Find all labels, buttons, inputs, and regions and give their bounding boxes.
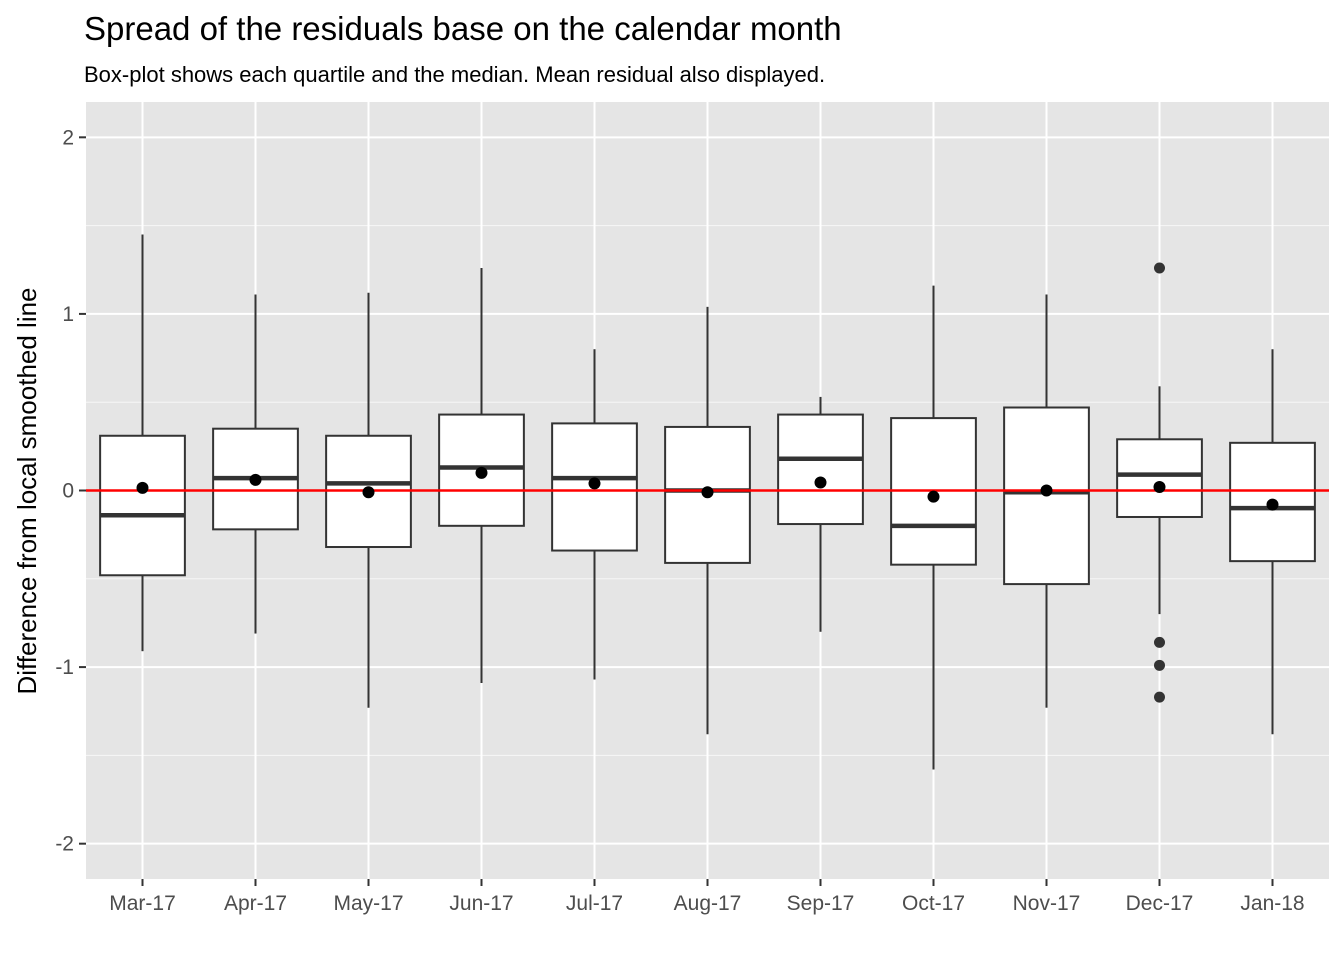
x-tick-label: Aug-17 xyxy=(674,892,742,915)
x-tick-label: Jun-17 xyxy=(449,892,513,915)
x-tick-label: Jan-18 xyxy=(1240,892,1304,915)
mean-point xyxy=(249,473,262,486)
x-tick-label: Oct-17 xyxy=(902,892,965,915)
x-tick-label: Sep-17 xyxy=(787,892,855,915)
box-mar-17 xyxy=(99,234,186,652)
mean-point xyxy=(814,476,827,489)
x-tick-label: May-17 xyxy=(333,892,403,915)
x-axis: Mar-17 Apr-17 May-17 Jun-17 Jul-17 Aug-17 Sep-… xyxy=(109,879,1305,915)
iqr-box xyxy=(1116,438,1203,518)
mean-point xyxy=(701,486,714,499)
mean-points xyxy=(136,466,1279,511)
y-tick-label: 0 xyxy=(62,480,74,503)
mean-point xyxy=(362,486,375,499)
chart-subtitle: Box-plot shows each quartile and the med… xyxy=(84,62,825,87)
y-axis: -2 -1 0 1 2 xyxy=(55,126,86,856)
mean-point xyxy=(136,481,149,494)
chart-title: Spread of the residuals base on the cale… xyxy=(84,10,842,47)
mean-point xyxy=(1153,480,1166,493)
outlier-point xyxy=(1154,262,1165,274)
box-sep-17 xyxy=(777,396,864,632)
x-tick-label: Nov-17 xyxy=(1013,892,1081,915)
mean-point xyxy=(1040,484,1053,497)
x-tick-label: Mar-17 xyxy=(109,892,176,915)
x-tick-label: Apr-17 xyxy=(224,892,287,915)
mean-point xyxy=(1266,498,1279,511)
outlier-point xyxy=(1154,691,1165,703)
mean-point xyxy=(475,466,488,479)
x-tick-label: Jul-17 xyxy=(566,892,623,915)
box-dec-17 xyxy=(1116,262,1203,703)
outlier-point xyxy=(1154,659,1165,671)
iqr-box xyxy=(99,434,186,577)
y-tick-label: 2 xyxy=(62,126,74,149)
y-tick-label: 1 xyxy=(62,303,74,326)
iqr-box xyxy=(777,413,864,526)
mean-point xyxy=(927,490,940,503)
y-tick-label: -2 xyxy=(55,833,74,856)
y-tick-label: -1 xyxy=(55,656,74,679)
y-axis-title: Difference from local smoothed line xyxy=(12,287,42,694)
mean-point xyxy=(588,477,601,490)
x-tick-label: Dec-17 xyxy=(1126,892,1194,915)
box-nov-17 xyxy=(1003,294,1090,708)
outlier-point xyxy=(1154,636,1165,648)
